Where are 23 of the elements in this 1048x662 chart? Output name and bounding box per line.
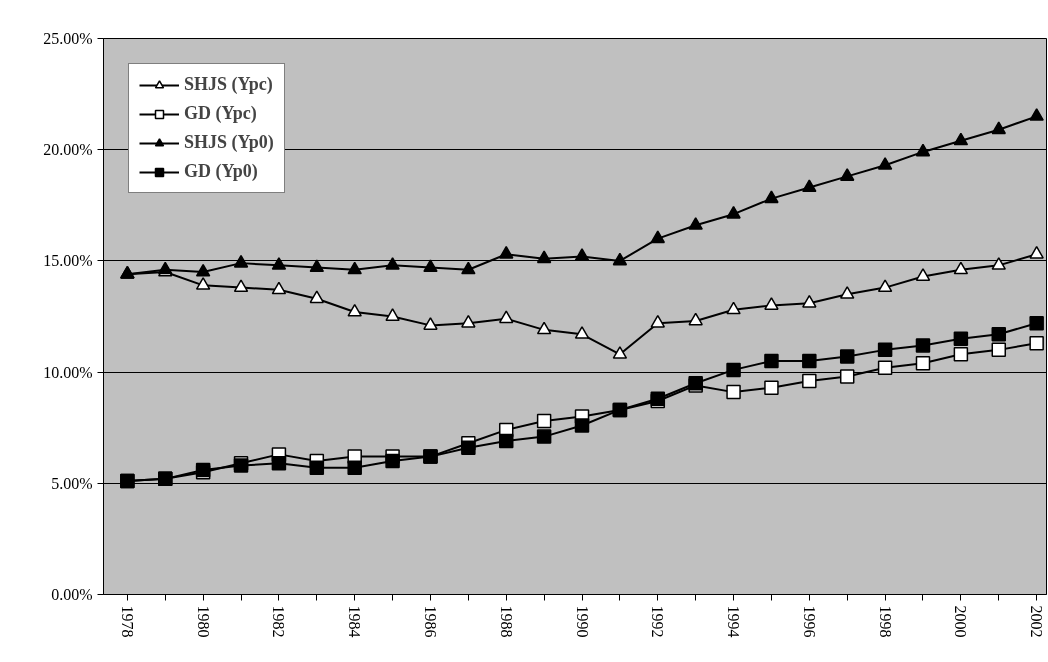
legend-label: SHJS (Yp0) <box>184 132 274 153</box>
x-tick-label: 1978 <box>118 605 136 638</box>
y-tick-label: 25.00% <box>43 30 93 47</box>
x-tick-label: 1998 <box>876 605 894 638</box>
legend-label: GD (Yp0) <box>184 161 258 182</box>
y-tick-label: 0.00% <box>51 586 93 603</box>
x-tick-label: 1996 <box>800 605 818 638</box>
x-tick-label: 1988 <box>497 605 515 638</box>
x-tick-label: 1984 <box>346 605 364 638</box>
y-tick-label: 10.00% <box>43 363 93 381</box>
x-tick-label: 1994 <box>725 605 743 638</box>
x-tick-label: 1980 <box>194 605 212 638</box>
y-tick-label: 5.00% <box>51 474 93 492</box>
y-tick-label: 20.00% <box>43 141 93 159</box>
x-tick-label: 1986 <box>421 605 439 638</box>
x-tick-label: 1990 <box>573 605 591 638</box>
y-tick-label: 15.00% <box>43 252 93 270</box>
x-tick-label: 1982 <box>270 605 288 638</box>
legend-label: GD (Ypc) <box>184 103 257 124</box>
x-tick-label: 2002 <box>1028 605 1046 638</box>
x-tick-label: 2000 <box>952 605 970 638</box>
legend-label: SHJS (Ypc) <box>184 74 273 95</box>
x-tick-label: 1992 <box>649 605 667 638</box>
